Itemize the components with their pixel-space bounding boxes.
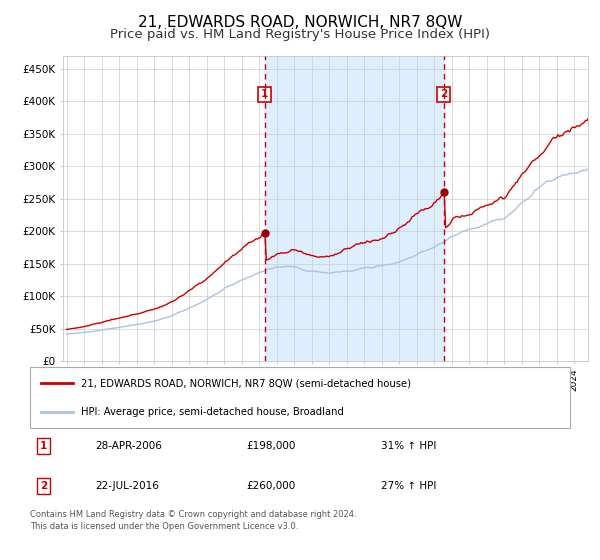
Text: 1: 1 (261, 89, 268, 99)
Text: 21, EDWARDS ROAD, NORWICH, NR7 8QW: 21, EDWARDS ROAD, NORWICH, NR7 8QW (138, 15, 462, 30)
Text: Price paid vs. HM Land Registry's House Price Index (HPI): Price paid vs. HM Land Registry's House … (110, 28, 490, 41)
Text: £260,000: £260,000 (246, 480, 295, 491)
Text: 31% ↑ HPI: 31% ↑ HPI (381, 441, 436, 451)
Text: 2: 2 (40, 480, 47, 491)
Bar (265, 56, 443, 361)
Text: 28-APR-2006: 28-APR-2006 (95, 441, 161, 451)
Text: HPI: Average price, semi-detached house, Broadland: HPI: Average price, semi-detached house,… (82, 407, 344, 417)
Text: 22-JUL-2016: 22-JUL-2016 (95, 480, 158, 491)
Text: 1: 1 (40, 441, 47, 451)
Text: Contains HM Land Registry data © Crown copyright and database right 2024.
This d: Contains HM Land Registry data © Crown c… (30, 510, 356, 531)
Text: £198,000: £198,000 (246, 441, 295, 451)
Text: 27% ↑ HPI: 27% ↑ HPI (381, 480, 436, 491)
FancyBboxPatch shape (30, 367, 570, 428)
Text: 2: 2 (440, 89, 447, 99)
Text: 21, EDWARDS ROAD, NORWICH, NR7 8QW (semi-detached house): 21, EDWARDS ROAD, NORWICH, NR7 8QW (semi… (82, 379, 412, 389)
